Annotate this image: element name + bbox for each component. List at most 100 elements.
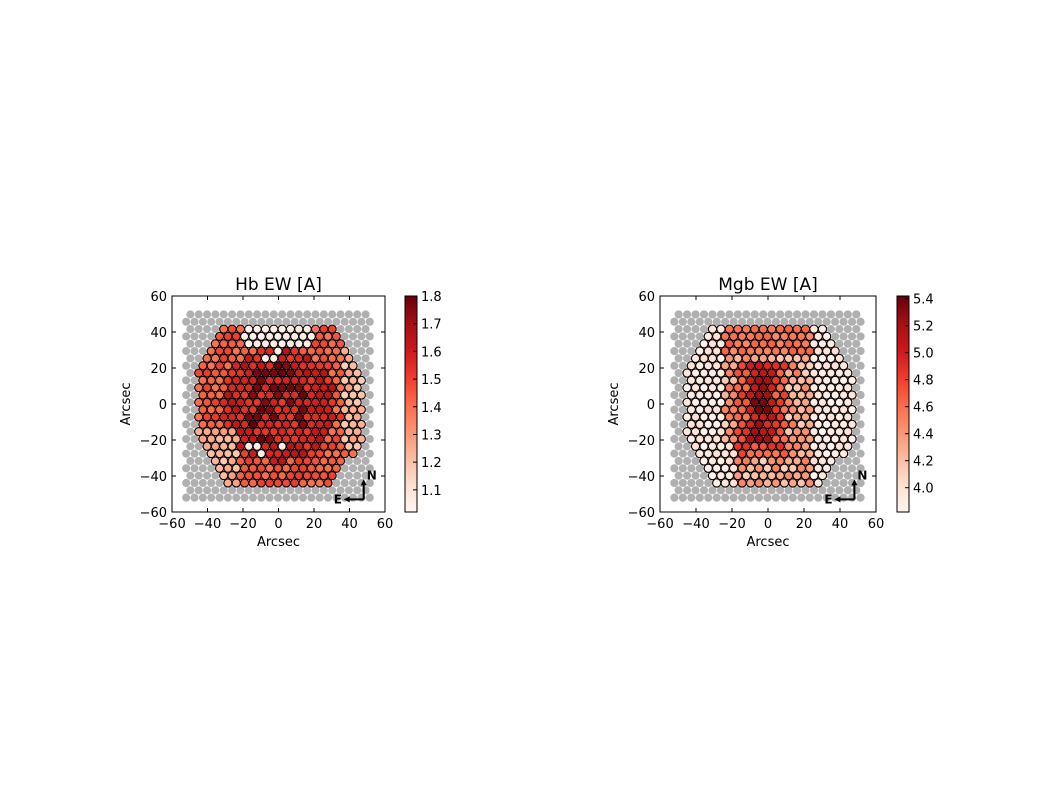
data-fiber [290,449,300,459]
data-fiber [712,419,722,429]
data-fiber [323,331,333,342]
data-fiber [767,383,777,393]
background-fiber [361,398,370,407]
data-fiber [771,390,781,400]
data-fiber [754,478,764,488]
colorbar-tick-label: 1.4 [421,401,442,416]
background-fiber [265,493,274,502]
data-fiber [331,449,341,459]
background-fiber [207,493,216,502]
data-fiber [277,353,287,364]
background-fiber [839,478,848,488]
data-fiber [800,368,811,378]
data-fiber [712,405,722,415]
data-fiber [686,361,696,371]
x-tick-label: 20 [306,517,323,532]
x-tick-label: −60 [646,517,673,532]
data-fiber [210,427,220,437]
data-fiber [817,456,828,466]
background-fiber [311,310,320,319]
background-fiber [349,464,358,473]
data-fiber [737,405,747,415]
data-fiber [741,470,751,481]
data-fiber [327,324,337,334]
background-fiber [847,464,857,473]
data-fiber [834,353,845,364]
data-fiber [252,412,262,422]
background-fiber [856,464,865,473]
data-fiber [750,441,760,451]
background-fiber [725,310,734,319]
data-fiber [783,470,794,481]
data-fiber [265,390,275,400]
data-fiber [235,397,246,407]
data-fiber [716,339,726,349]
data-fiber [223,346,233,356]
data-fiber [219,456,229,466]
data-fiber [273,463,283,473]
data-fiber [223,478,233,488]
data-fiber [198,434,208,444]
background-fiber [340,478,349,488]
data-fiber [240,478,250,488]
data-fiber [265,375,275,385]
data-fiber [788,331,798,342]
background-fiber [357,317,366,326]
data-fiber [244,339,254,349]
background-fiber [805,317,814,326]
background-fiber [365,449,374,458]
background-fiber [670,464,679,473]
data-fiber [838,448,849,459]
background-fiber [822,317,831,326]
background-fiber [298,493,308,502]
x-axis-label: Arcsec [257,535,300,550]
colorbar-tick-label: 4.4 [913,428,934,443]
data-fiber [231,405,241,415]
data-fiber [728,419,739,429]
data-fiber [724,470,735,481]
background-fiber [361,339,370,348]
data-fiber [290,361,300,371]
data-fiber [826,456,836,466]
data-fiber [302,397,312,407]
background-fiber [182,347,191,356]
data-fiber [741,427,751,437]
data-fiber [356,434,366,444]
data-fiber [724,427,735,437]
data-fiber [206,390,216,400]
data-fiber [260,471,271,481]
data-fiber [771,463,781,473]
data-fiber [775,383,785,393]
data-fiber [252,339,262,349]
background-fiber [203,471,212,480]
data-fiber [240,405,250,415]
background-fiber [278,486,287,495]
colorbar-tick-label: 4.0 [913,482,934,497]
data-fiber [724,383,735,393]
data-fiber [223,375,233,385]
background-fiber [353,456,362,466]
data-fiber [206,449,216,459]
data-fiber [779,434,790,444]
data-fiber [227,441,237,451]
background-fiber [323,493,333,502]
data-fiber [294,412,304,422]
data-fiber [843,368,853,378]
data-fiber [306,375,316,385]
data-fiber [796,331,806,342]
background-fiber [182,478,191,488]
data-fiber [273,449,283,459]
data-fiber [306,405,316,415]
data-fiber [750,456,760,466]
data-fiber [331,434,341,444]
data-fiber [223,390,233,400]
data-fiber [194,368,204,378]
data-fiber [202,353,212,364]
data-fiber [285,383,296,393]
background-fiber [353,310,362,319]
data-fiber [331,346,341,356]
data-fiber [809,324,819,334]
data-fiber [695,361,705,371]
data-fiber [703,390,713,400]
background-fiber [190,434,199,444]
